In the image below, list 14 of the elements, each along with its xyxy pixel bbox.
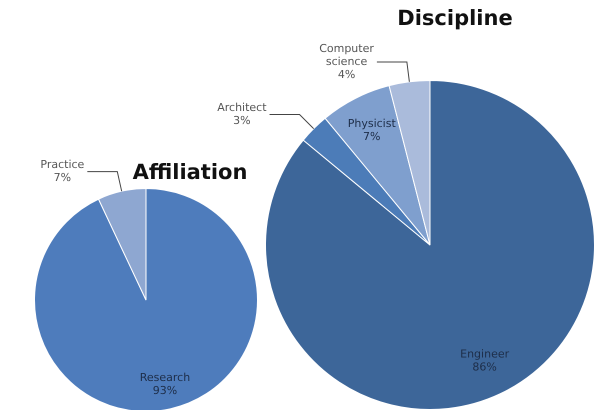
slice-label: Physicist — [348, 117, 396, 130]
chart-title: Discipline — [397, 6, 513, 30]
slice-label: Research — [140, 371, 190, 384]
data-label: 86% — [472, 360, 497, 374]
slice-label: Computer science — [319, 42, 374, 68]
chart-title: Affiliation — [132, 160, 248, 184]
data-label: 93% — [152, 384, 178, 398]
data-label: 7% — [363, 130, 380, 144]
data-label: 3% — [233, 114, 251, 127]
slice-label: Engineer — [460, 347, 510, 360]
data-label: 4% — [338, 68, 356, 81]
slice-label: Architect — [217, 100, 268, 114]
data-label: 7% — [54, 171, 72, 184]
slice-label: Practice — [40, 158, 85, 172]
